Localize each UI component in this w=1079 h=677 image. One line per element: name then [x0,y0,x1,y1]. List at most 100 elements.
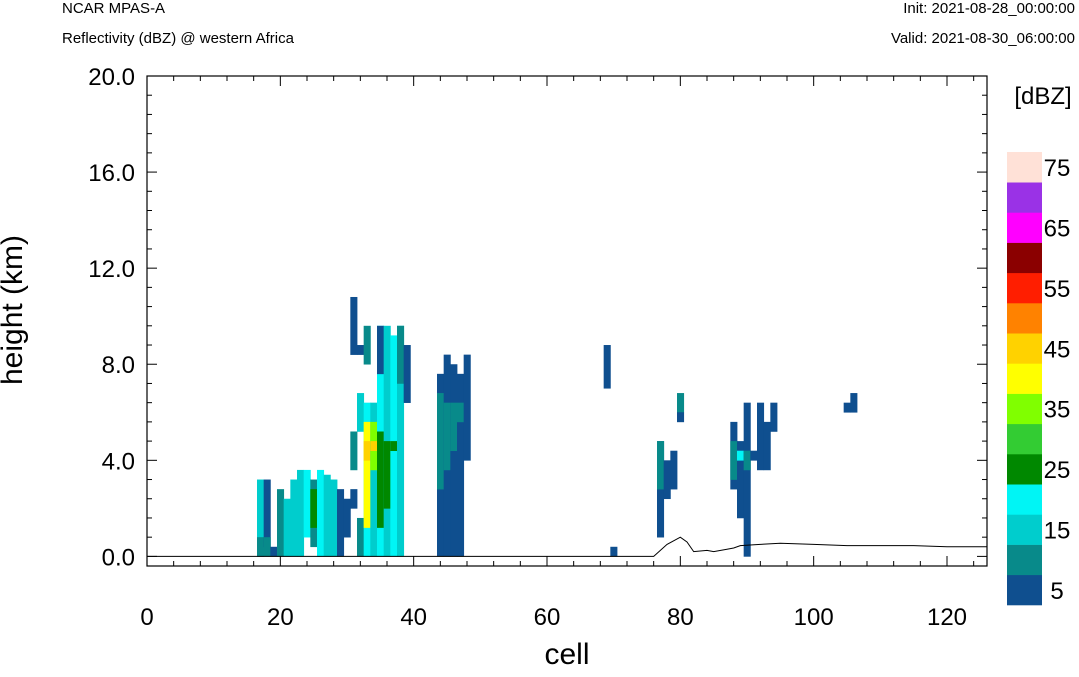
reflectivity-cell [663,460,671,500]
colorbar-label: 5 [1050,578,1063,605]
reflectivity-cell [677,412,685,423]
reflectivity-cell [757,402,765,471]
x-tick-label: 60 [534,604,561,631]
reflectivity-cell [677,393,685,413]
colorbar-swatch [1007,574,1042,606]
reflectivity-cell [297,469,305,557]
reflectivity-cell [457,402,465,423]
reflectivity-cell [377,325,385,375]
valid-time: Valid: 2021-08-30_06:00:00 [890,30,1075,47]
x-tick-label: 40 [400,604,427,631]
colorbar-swatch [1007,333,1042,364]
colorbar [1007,152,1042,606]
colorbar-swatch [1007,272,1042,304]
init-time: Init: 2021-08-28_00:00:00 [903,0,1075,17]
x-tick-label: 100 [794,604,834,631]
reflectivity-cell [310,489,318,528]
reflectivity-cell [357,393,365,432]
reflectivity-cell [330,479,338,557]
reflectivity-cell [750,450,758,461]
colorbar-swatch [1007,363,1042,394]
reflectivity-cell [363,441,371,461]
x-tick-labels: 0 20 40 60 80 100 120 [140,604,967,631]
reflectivity-cell [370,402,378,557]
colorbar-swatch [1007,544,1042,576]
reflectivity-cell [350,296,358,355]
reflectivity-cell [850,393,858,413]
reflectivity-cell [743,402,751,557]
reflectivity-cell [383,441,391,509]
field-title: Reflectivity (dBZ) @ western Africa [62,30,294,47]
colorbar-swatch [1007,303,1042,334]
y-tick-label: 12.0 [88,256,135,283]
reflectivity-cell [350,489,358,509]
reflectivity-cell [743,450,751,471]
y-tick-labels: 0.0 4.0 8.0 12.0 16.0 20.0 [88,64,135,571]
x-tick-label: 0 [140,604,153,631]
reflectivity-cell [277,489,285,557]
colorbar-swatch [1007,212,1042,243]
reflectivity-cell [337,489,345,557]
reflectivity-cell [363,421,371,528]
reflectivity-cell [437,393,445,490]
reflectivity-cell [737,441,745,519]
x-tick-label: 20 [267,604,294,631]
x-tick-label: 120 [927,604,967,631]
reflectivity-cell [763,421,771,471]
y-tick-label: 4.0 [102,448,135,475]
reflectivity-cell [377,431,385,528]
colorbar-label: 75 [1044,155,1071,182]
reflectivity-cell [397,325,405,384]
reflectivity-cell [463,354,471,461]
reflectivity-cell [610,546,618,557]
reflectivity-cell [363,325,371,365]
reflectivity-cell [457,373,465,557]
reflectivity-cell [343,498,351,538]
x-axis-label: cell [544,638,589,671]
reflectivity-cell [450,364,458,557]
colorbar-title: [dBZ] [1014,83,1071,110]
y-tick-label: 20.0 [88,64,135,91]
colorbar-label: 45 [1044,336,1071,363]
reflectivity-cell [357,345,365,355]
colorbar-label: 55 [1044,276,1071,303]
colorbar-swatch [1007,393,1042,425]
plot-frame [146,75,988,567]
reflectivity-cell [257,537,265,557]
reflectivity-cell [323,474,331,557]
model-title: NCAR MPAS-A [62,0,166,17]
reflectivity-cell [257,479,265,557]
reflectivity-cell [303,469,311,538]
reflectivity-cell [443,402,451,471]
colorbar-label: 15 [1044,518,1071,545]
reflectivity-cell [317,469,325,557]
reflectivity-cell [737,450,745,461]
colorbar-swatch [1007,484,1042,515]
colorbar-swatch [1007,423,1042,455]
y-axis-label: height (km) [0,235,29,385]
reflectivity-cell [403,345,411,403]
reflectivity-cell [730,441,738,480]
reflectivity-cell [350,431,358,471]
y-tick-label: 8.0 [102,352,135,379]
reflectivity-cell [603,345,611,389]
reflectivity-cell [283,498,291,557]
reflectivity-cell [357,517,365,557]
terrain-polyline [147,536,987,557]
colorbar-labels: 5 15 25 35 45 55 65 75 [1044,155,1071,605]
reflectivity-cell [370,441,378,452]
reflectivity-cell [290,479,298,557]
x-tick-label: 80 [667,604,694,631]
reflectivity-cells [257,296,858,557]
colorbar-swatch [1007,514,1042,545]
colorbar-label: 25 [1044,457,1071,484]
colorbar-label: 35 [1044,397,1071,424]
colorbar-swatch [1007,242,1042,274]
colorbar-label: 65 [1044,216,1071,243]
reflectivity-cell [263,479,271,548]
reflectivity-cell [390,441,398,452]
terrain-line [147,536,987,557]
axis-ticks [146,75,987,566]
colorbar-swatch [1007,152,1042,183]
